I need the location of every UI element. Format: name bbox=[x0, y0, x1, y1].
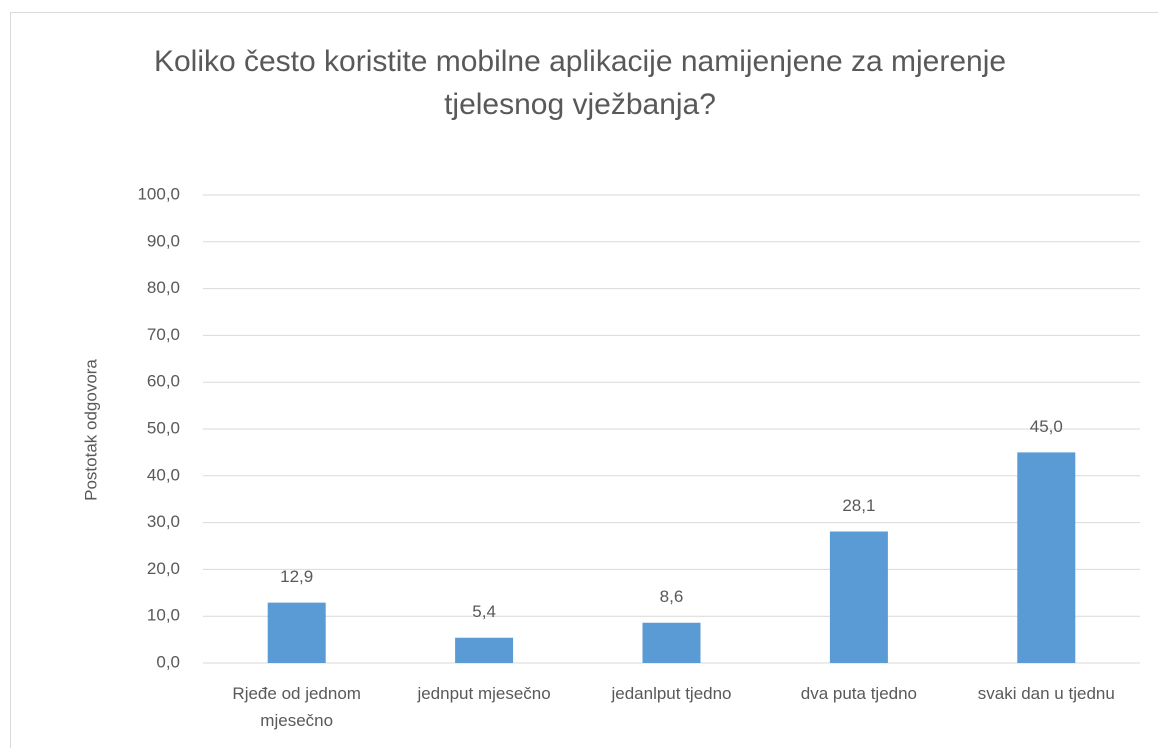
x-tick-label: jedanlput tjedno bbox=[611, 684, 732, 703]
data-label: 8,6 bbox=[660, 587, 684, 606]
chart-title: Koliko često koristite mobilne aplikacij… bbox=[153, 45, 1007, 121]
bar bbox=[267, 602, 326, 663]
y-tick-label: 60,0 bbox=[147, 372, 180, 391]
data-label: 45,0 bbox=[1030, 417, 1063, 436]
y-tick-label: 20,0 bbox=[147, 559, 180, 578]
data-label: 12,9 bbox=[280, 567, 313, 586]
y-tick-label: 30,0 bbox=[147, 512, 180, 531]
y-tick-label: 40,0 bbox=[147, 465, 180, 484]
y-axis-label: Postotak odgovora bbox=[81, 359, 100, 501]
y-tick-label: 80,0 bbox=[147, 278, 180, 297]
x-tick-label: jednput mjesečno bbox=[417, 684, 551, 703]
y-tick-label: 10,0 bbox=[147, 606, 180, 625]
y-tick-label: 50,0 bbox=[147, 418, 180, 437]
bar bbox=[455, 637, 514, 663]
y-tick-label: 100,0 bbox=[137, 184, 180, 203]
y-tick-label: 70,0 bbox=[147, 325, 180, 344]
chart-border bbox=[10, 12, 1158, 748]
bar bbox=[829, 531, 888, 663]
y-tick-label: 0,0 bbox=[156, 652, 180, 671]
x-tick-label: Rjeđe od jednom mjesečno bbox=[232, 684, 361, 730]
bar bbox=[1017, 452, 1076, 663]
data-label: 28,1 bbox=[842, 496, 875, 515]
y-tick-label: 90,0 bbox=[147, 231, 180, 250]
x-tick-label: dva puta tjedno bbox=[800, 684, 918, 703]
x-tick-label: svaki dan u tjednu bbox=[977, 684, 1115, 703]
bar bbox=[642, 622, 701, 663]
data-label: 5,4 bbox=[472, 602, 496, 621]
